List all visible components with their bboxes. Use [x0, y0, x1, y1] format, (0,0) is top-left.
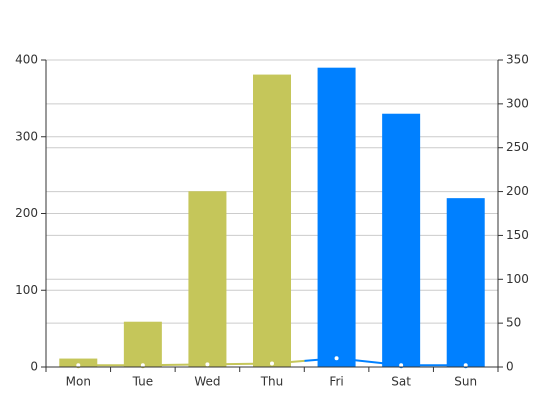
bar: [188, 191, 227, 367]
bar: [317, 67, 356, 368]
line-point: [204, 361, 211, 368]
y2-tick-label: 200: [506, 184, 529, 198]
y-tick-label: 100: [15, 283, 38, 297]
y-tick-label: 200: [15, 206, 38, 220]
line-point: [333, 355, 340, 362]
line-point: [269, 360, 275, 367]
y-tick-label: 400: [15, 53, 38, 67]
x-tick-label: Mon: [66, 375, 91, 389]
x-tick-label: Sat: [391, 375, 411, 389]
line-point: [462, 362, 469, 369]
bar: [253, 74, 291, 368]
y2-tick-label: 50: [506, 316, 521, 330]
y2-tick-label: 300: [506, 96, 529, 110]
line-point: [398, 362, 405, 369]
x-tick-label: Tue: [132, 375, 154, 389]
x-tick-label: Wed: [194, 375, 220, 389]
y2-tick-label: 150: [506, 228, 529, 242]
bar: [123, 321, 162, 367]
x-tick-label: Thu: [260, 375, 284, 389]
y-tick-label: 300: [15, 129, 38, 143]
line-point: [75, 362, 82, 369]
x-tick-label: Sun: [454, 375, 477, 389]
bar: [446, 198, 485, 367]
line-point: [139, 362, 146, 369]
y2-tick-label: 250: [506, 140, 529, 154]
y-tick-label: 0: [30, 360, 38, 374]
y2-tick-label: 100: [506, 272, 529, 286]
bar: [382, 113, 421, 367]
y2-tick-label: 350: [506, 53, 529, 67]
y2-tick-label: 0: [506, 360, 514, 374]
x-tick-label: Fri: [329, 375, 343, 389]
